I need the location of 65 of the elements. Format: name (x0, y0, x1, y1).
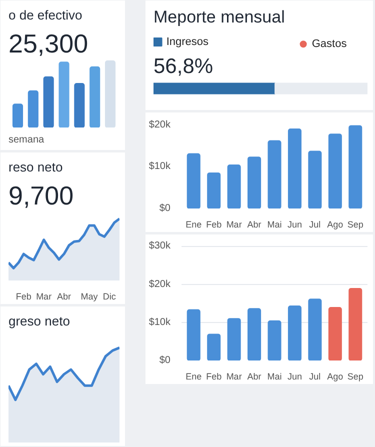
x-tick-label: Mar (226, 220, 242, 230)
chart-subtitle: 25,300 (8, 28, 88, 58)
y-tick-label: $10k (148, 316, 172, 328)
bar (58, 62, 70, 128)
y-tick-label: $0 (159, 355, 171, 366)
chart-subtitle: 9,700 (8, 180, 74, 210)
x-tick-label: Abr (247, 372, 262, 382)
bar (348, 288, 362, 360)
bar (227, 164, 241, 208)
legend-label: Ingresos (166, 36, 210, 48)
x-tick-label: Jul (309, 220, 321, 230)
x-tick-label: Jun (287, 220, 302, 230)
bar (288, 128, 302, 208)
text: semana (8, 134, 45, 146)
x-tick-label: Mai (267, 220, 282, 230)
bar (308, 150, 322, 208)
chart-title: greso neto (8, 314, 70, 328)
bar (308, 298, 322, 360)
legend-label: Gastos (312, 38, 348, 50)
bar (268, 320, 282, 360)
x-tick-label: Ene (186, 372, 202, 382)
bar (288, 305, 302, 360)
bar (268, 140, 282, 208)
x-tick-label: Feb (206, 220, 222, 230)
bar (328, 134, 342, 208)
bar (207, 334, 221, 360)
chart-title: o de efectivo (8, 8, 82, 22)
bar (248, 308, 262, 360)
x-tick-label: May (80, 292, 98, 302)
bar (227, 318, 241, 360)
chart-title: Meporte mensual (154, 8, 285, 26)
bar (74, 83, 85, 128)
bar (328, 307, 342, 360)
y-tick-label: $0 (159, 203, 171, 214)
x-tick-label: Ene (186, 220, 202, 230)
x-tick-label: Dic (102, 292, 116, 302)
x-tick-label: Mar (36, 292, 52, 302)
bar (28, 90, 38, 128)
chart-title: reso neto (8, 160, 63, 174)
y-tick-label: $20k (148, 278, 172, 290)
bar (12, 104, 24, 128)
bar (348, 125, 362, 208)
text: 56,8% (154, 55, 214, 78)
x-tick-label: Jun (287, 372, 302, 382)
x-tick-label: Ago (327, 220, 344, 230)
bar (186, 309, 200, 360)
y-tick-label: $10k (148, 161, 172, 172)
x-tick-label: Sep (347, 372, 364, 382)
x-tick-label: Mai (267, 372, 282, 382)
x-tick-label: Sep (347, 220, 364, 230)
bar (90, 66, 100, 128)
x-tick-label: Abr (247, 220, 262, 230)
bar (186, 153, 200, 208)
x-tick-label: Feb (16, 292, 32, 302)
bar (207, 172, 221, 208)
x-tick-label: Feb (206, 372, 222, 382)
x-tick-label: Jul (309, 372, 321, 382)
y-tick-label: $20k (148, 119, 172, 130)
bar (248, 156, 262, 208)
x-tick-label: Abr (56, 292, 72, 302)
bar (43, 76, 54, 128)
x-tick-label: Mar (226, 372, 242, 382)
bar (104, 60, 116, 128)
x-tick-label: Ago (327, 372, 344, 382)
y-tick-label: $30k (148, 240, 172, 252)
